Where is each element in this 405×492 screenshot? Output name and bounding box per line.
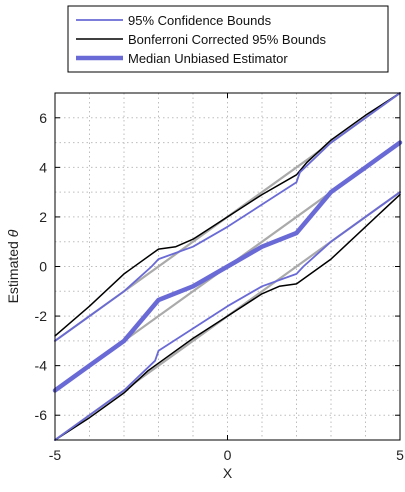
y-tick-label: -4 [35,358,48,374]
legend-label-confidence: 95% Confidence Bounds [128,13,272,28]
x-tick-label: 5 [396,447,404,463]
legend-label-bonferroni: Bonferroni Corrected 95% Bounds [128,32,327,47]
x-tick-label: 0 [224,447,232,463]
y-axis-label-text: Estimated [5,241,21,303]
legend: 95% Confidence Bounds Bonferroni Correcte… [68,6,388,72]
x-tick-label: -5 [49,447,62,463]
y-tick-label: 0 [39,259,47,275]
y-axis-label-symbol: θ [5,229,21,237]
x-axis-label: X [223,465,233,481]
y-tick-label: -2 [35,308,48,324]
y-tick-label: -6 [35,407,48,423]
y-tick-label: 2 [39,209,47,225]
y-tick-label: 4 [39,159,47,175]
y-tick-label: 6 [39,110,47,126]
legend-label-median: Median Unbiased Estimator [128,51,288,66]
